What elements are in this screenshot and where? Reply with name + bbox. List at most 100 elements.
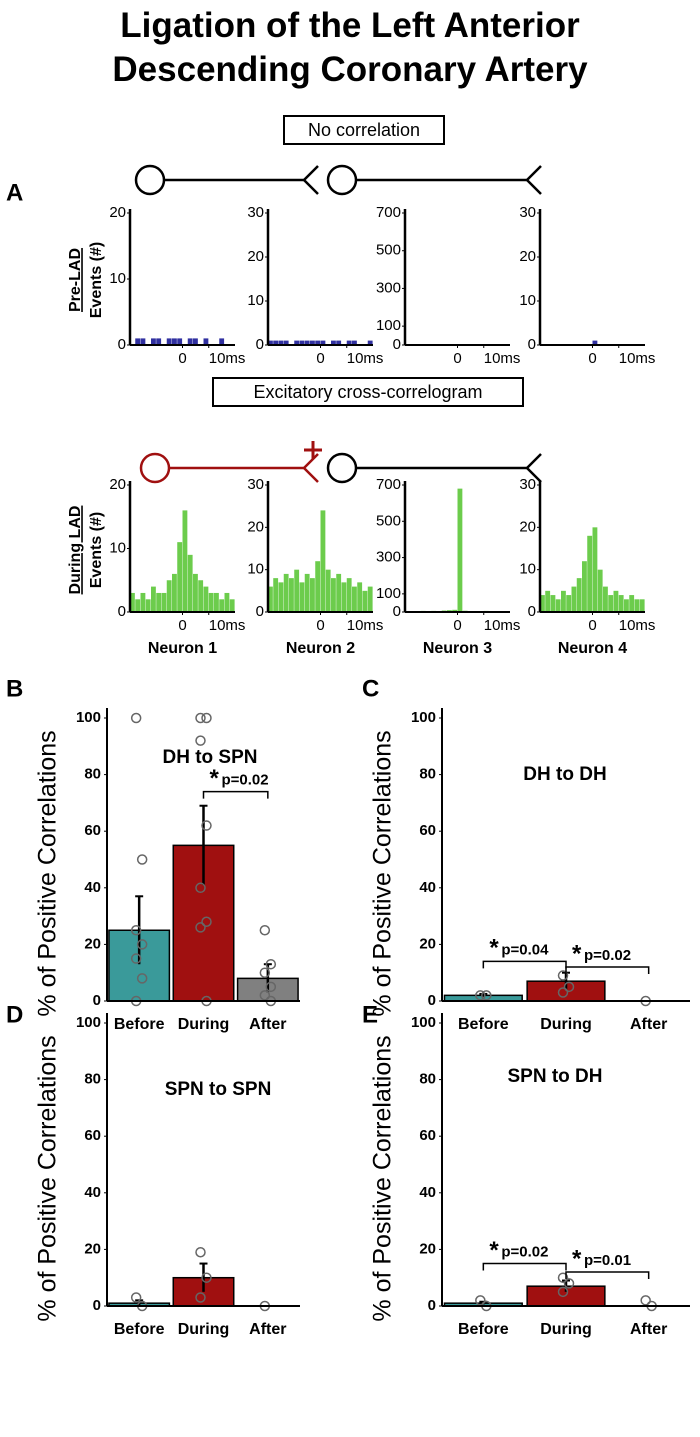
histogram-bar xyxy=(320,340,326,345)
y-tick-label: 0 xyxy=(393,336,401,353)
x-tick-label: 10ms xyxy=(484,350,521,367)
significance-star: * xyxy=(489,935,499,962)
data-point xyxy=(640,1295,651,1306)
y-tick-label: 20 xyxy=(84,1240,101,1257)
chart-title: DH to DH xyxy=(523,764,606,785)
histogram-bar xyxy=(140,592,146,612)
histogram-bar xyxy=(608,595,614,612)
y-tick-label: 100 xyxy=(411,709,436,726)
histogram-bar xyxy=(457,488,463,612)
y-tick-label: 80 xyxy=(419,1071,436,1088)
y-tick-label: 100 xyxy=(76,1014,101,1031)
histogram-bar xyxy=(592,340,598,345)
histogram-bar xyxy=(273,578,279,612)
histogram-bar xyxy=(346,340,352,345)
significance-label: p=0.02 xyxy=(584,947,631,964)
histogram-bar xyxy=(582,561,587,612)
histogram-bar xyxy=(135,338,141,345)
histogram-bar xyxy=(639,599,645,612)
y-tick-label: 20 xyxy=(419,935,436,952)
data-point xyxy=(136,973,148,984)
data-point xyxy=(557,1272,569,1283)
histogram-bar xyxy=(320,510,326,612)
histogram-bar xyxy=(156,592,162,612)
panel-letter: C xyxy=(362,675,379,702)
histogram-bar xyxy=(613,590,619,612)
histogram-bar xyxy=(561,590,566,612)
x-tick-label: 10ms xyxy=(619,617,656,634)
data-point xyxy=(259,990,271,1001)
y-tick-label: 0 xyxy=(256,603,264,620)
x-tick-label: After xyxy=(249,1016,286,1033)
neuron-soma xyxy=(326,452,358,484)
figure-title: Ligation of the Left Anterior Descending… xyxy=(112,6,588,89)
histogram-bar xyxy=(156,338,162,345)
x-tick-label: After xyxy=(630,1016,667,1033)
y-tick-label: 0 xyxy=(528,603,536,620)
histogram-bar xyxy=(140,338,146,345)
histogram-bar xyxy=(273,340,279,345)
histogram-bar xyxy=(367,586,373,612)
panel-letter: A xyxy=(6,179,23,206)
histogram-bar xyxy=(352,340,357,345)
histogram-bar xyxy=(130,592,135,612)
neuron-soma xyxy=(139,452,171,484)
histogram-bar xyxy=(283,573,289,612)
y-tick-label: 100 xyxy=(376,585,401,602)
histogram-bar xyxy=(550,595,556,612)
x-tick-label: 10ms xyxy=(347,350,384,367)
y-tick-label: 100 xyxy=(376,317,401,334)
x-tick-label: After xyxy=(249,1321,286,1338)
data-point xyxy=(136,939,148,950)
x-tick-label: 0 xyxy=(588,350,596,367)
y-tick-label: 20 xyxy=(247,248,264,265)
y-tick-label: 20 xyxy=(109,476,126,493)
x-tick-label: 10ms xyxy=(484,617,521,634)
histogram-bar xyxy=(341,582,347,612)
histogram-bar xyxy=(299,582,305,612)
panel-letter: B xyxy=(6,675,23,702)
histogram-bar xyxy=(135,599,141,612)
x-tick-label: 0 xyxy=(453,350,461,367)
x-tick-label: 0 xyxy=(588,617,596,634)
significance-label: p=0.01 xyxy=(584,1252,631,1269)
histogram-bar xyxy=(304,573,310,612)
row-condition: Pre-LAD xyxy=(67,248,84,312)
data-point xyxy=(563,981,575,993)
data-point xyxy=(195,735,206,746)
chart-title: SPN to DH xyxy=(508,1066,603,1087)
neuron-label: Neuron 3 xyxy=(423,640,492,657)
y-tick-label: 30 xyxy=(247,204,264,221)
x-tick-label: 0 xyxy=(453,617,461,634)
y-tick-label: 500 xyxy=(376,242,401,259)
data-point xyxy=(259,925,271,936)
y-tick-label: 40 xyxy=(84,1184,101,1201)
data-point xyxy=(201,712,212,724)
histogram-bar xyxy=(576,578,582,612)
synapse xyxy=(525,165,542,195)
y-tick-label: 20 xyxy=(109,204,126,221)
y-tick-label: 20 xyxy=(519,518,536,535)
histogram-bar xyxy=(315,340,321,345)
histogram-bar xyxy=(161,592,167,612)
x-tick-label: 10ms xyxy=(619,350,656,367)
histogram-bar xyxy=(629,595,635,612)
histogram-bar xyxy=(278,582,284,612)
y-tick-label: 30 xyxy=(519,476,536,493)
y-tick-label: 10 xyxy=(109,270,126,287)
histogram-bar xyxy=(187,338,193,345)
data-point xyxy=(557,987,569,998)
data-point xyxy=(195,1246,206,1258)
histogram-bar xyxy=(283,340,289,345)
histogram-bar xyxy=(177,338,183,345)
histogram-bar xyxy=(182,510,188,612)
x-tick-label: Before xyxy=(114,1321,165,1338)
y-tick-label: 500 xyxy=(376,512,401,529)
y-tick-label: 60 xyxy=(84,1127,101,1144)
y-tick-label: 700 xyxy=(376,476,401,493)
data-point xyxy=(475,990,486,1001)
significance-label: p=0.04 xyxy=(501,941,549,958)
histogram-bar xyxy=(193,338,198,345)
row-condition: During LAD xyxy=(67,506,84,595)
